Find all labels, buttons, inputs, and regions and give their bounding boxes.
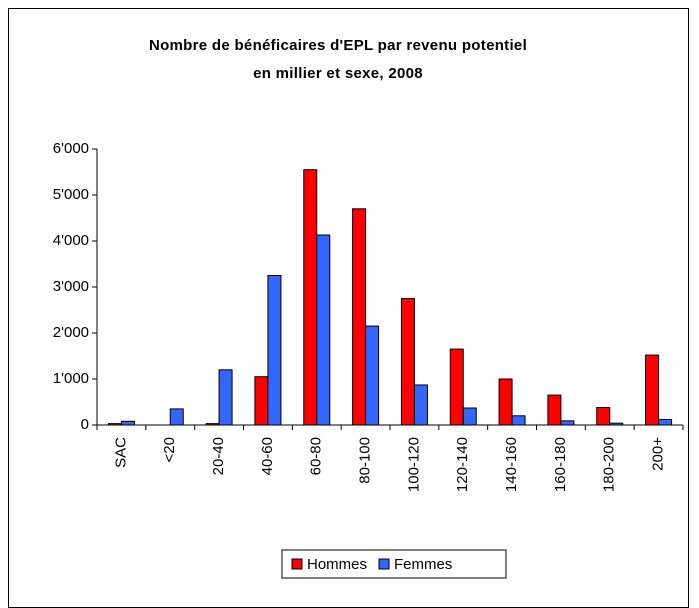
bar bbox=[254, 376, 269, 426]
y-tick-label: 1'000 bbox=[53, 370, 89, 387]
bar bbox=[316, 234, 331, 426]
y-tick-label: 0 bbox=[81, 416, 89, 433]
y-tick-label: 4'000 bbox=[53, 232, 89, 249]
bar bbox=[352, 208, 367, 426]
bar bbox=[560, 420, 575, 426]
legend-swatch bbox=[378, 558, 390, 570]
legend-swatch bbox=[291, 558, 303, 570]
bar bbox=[267, 275, 282, 426]
bar bbox=[498, 378, 513, 426]
bar bbox=[645, 354, 660, 426]
bar bbox=[413, 384, 428, 426]
chart-title: Nombre de bénéficaires d'EPL par revenu … bbox=[148, 37, 528, 82]
x-tick-label: 160-180 bbox=[552, 437, 569, 492]
bar bbox=[169, 408, 184, 426]
x-tick-label: 120-140 bbox=[454, 437, 471, 492]
page: Nombre de bénéficaires d'EPL par revenu … bbox=[8, 8, 689, 608]
y-tick-label: 6'000 bbox=[53, 140, 89, 157]
bar bbox=[511, 415, 526, 426]
bar bbox=[365, 325, 380, 426]
bar bbox=[107, 423, 122, 426]
x-tick-label: SAC bbox=[112, 437, 129, 468]
y-tick-label: 3'000 bbox=[53, 278, 89, 295]
x-tick-label: 100-120 bbox=[405, 437, 422, 492]
x-tick-label: <20 bbox=[161, 437, 178, 462]
legend-label: Femmes bbox=[394, 556, 452, 573]
bar bbox=[303, 169, 318, 426]
bar bbox=[218, 369, 233, 426]
x-tick-label: 80-100 bbox=[357, 437, 374, 484]
chart: 0 1'000 2'000 3'000 4'000 5'000 6'000 SAC <20 20-… bbox=[53, 140, 684, 579]
bar bbox=[120, 420, 135, 426]
bar bbox=[609, 422, 624, 426]
bar bbox=[449, 348, 464, 426]
bar bbox=[658, 418, 673, 426]
x-tick-label: 40-60 bbox=[259, 437, 276, 475]
y-tick-label: 2'000 bbox=[53, 324, 89, 341]
legend-label: Hommes bbox=[307, 556, 367, 573]
bar bbox=[462, 407, 477, 426]
bar bbox=[400, 298, 415, 426]
x-tick-label: 20-40 bbox=[210, 437, 227, 475]
bar bbox=[547, 394, 562, 426]
x-tick-label: 180-200 bbox=[601, 437, 618, 492]
x-tick-label: 60-80 bbox=[308, 437, 325, 475]
y-tick-label: 5'000 bbox=[53, 186, 89, 203]
bar bbox=[205, 423, 220, 426]
bar bbox=[596, 407, 611, 426]
legend-box bbox=[281, 549, 507, 579]
x-tick-label: 200+ bbox=[650, 437, 667, 471]
x-tick-label: 140-160 bbox=[503, 437, 520, 492]
